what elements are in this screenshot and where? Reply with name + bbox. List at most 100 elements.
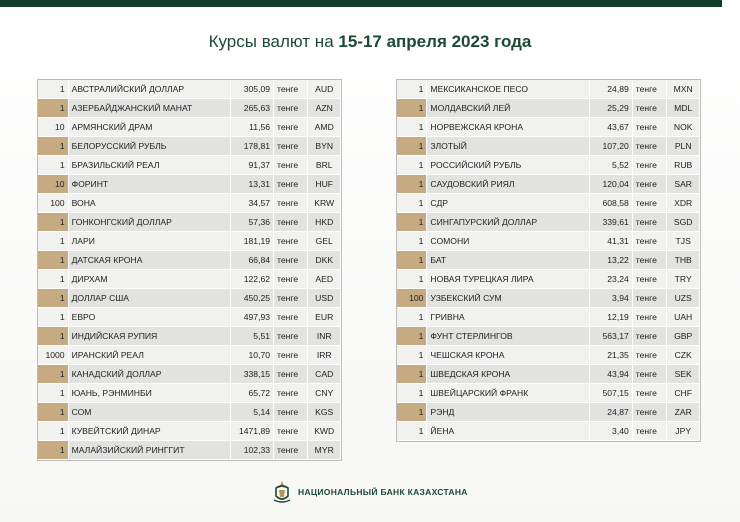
amount-cell: 1 bbox=[38, 136, 69, 156]
table-row: 1 САУДОВСКИЙ РИЯЛ 120,04 тенге SAR bbox=[397, 174, 700, 194]
table-row: 1 ГРИВНА 12,19 тенге UAH bbox=[397, 307, 700, 327]
rate-cell: 181,19 bbox=[230, 231, 275, 251]
rate-cell: 91,37 bbox=[230, 155, 275, 175]
currency-name-cell: ЗЛОТЫЙ bbox=[426, 136, 591, 156]
currency-name-cell: ИРАНСКИЙ РЕАЛ bbox=[68, 345, 232, 365]
amount-cell: 1 bbox=[38, 98, 69, 118]
table-row: 1 ДОЛЛАР США 450,25 тенге USD bbox=[38, 288, 341, 308]
amount-cell: 1 bbox=[38, 402, 69, 422]
unit-cell: тенге bbox=[273, 269, 309, 289]
table-row: 1 БЕЛОРУССКИЙ РУБЛЬ 178,81 тенге BYN bbox=[38, 136, 341, 156]
rate-cell: 339,61 bbox=[589, 212, 633, 232]
rates-table: 1 АВСТРАЛИЙСКИЙ ДОЛЛАР 305,09 тенге AUD 1 АЗЕР… bbox=[37, 79, 342, 461]
code-cell: AMD bbox=[307, 117, 341, 137]
unit-cell: тенге bbox=[273, 193, 309, 213]
code-cell: IRR bbox=[307, 345, 341, 365]
table-row: 1 РОССИЙСКИЙ РУБЛЬ 5,52 тенге RUB bbox=[397, 155, 700, 175]
currency-name-cell: ГОНКОНГСКИЙ ДОЛЛАР bbox=[68, 212, 232, 232]
rate-cell: 178,81 bbox=[230, 136, 275, 156]
unit-cell: тенге bbox=[632, 250, 668, 270]
rate-cell: 23,24 bbox=[589, 269, 633, 289]
unit-cell: тенге bbox=[273, 231, 309, 251]
amount-cell: 1 bbox=[397, 269, 428, 289]
rate-cell: 497,93 bbox=[230, 307, 275, 327]
title-prefix: Курсы валют на bbox=[208, 32, 339, 51]
currency-name-cell: СИНГАПУРСКИЙ ДОЛЛАР bbox=[426, 212, 591, 232]
currency-name-cell: ГРИВНА bbox=[426, 307, 591, 327]
code-cell: ZAR bbox=[666, 402, 700, 422]
unit-cell: тенге bbox=[632, 402, 668, 422]
currency-name-cell: ЮАНЬ, РЭНМИНБИ bbox=[68, 383, 232, 403]
table-row: 1 ФУНТ СТЕРЛИНГОВ 563,17 тенге GBP bbox=[397, 326, 700, 346]
currency-name-cell: ВОНА bbox=[68, 193, 232, 213]
amount-cell: 1 bbox=[38, 80, 69, 99]
amount-cell: 1 bbox=[397, 117, 428, 137]
amount-cell: 1 bbox=[38, 421, 69, 441]
amount-cell: 1 bbox=[397, 345, 428, 365]
bank-logo bbox=[273, 481, 291, 503]
code-cell: CHF bbox=[666, 383, 700, 403]
currency-name-cell: ЙЕНА bbox=[426, 421, 591, 441]
unit-cell: тенге bbox=[273, 421, 309, 441]
code-cell: AED bbox=[307, 269, 341, 289]
table-row: 1 РЭНД 24,87 тенге ZAR bbox=[397, 402, 700, 422]
unit-cell: тенге bbox=[273, 345, 309, 365]
amount-cell: 1 bbox=[38, 440, 69, 460]
rate-cell: 13,31 bbox=[230, 174, 275, 194]
amount-cell: 100 bbox=[397, 288, 428, 308]
code-cell: CZK bbox=[666, 345, 700, 365]
currency-name-cell: ФУНТ СТЕРЛИНГОВ bbox=[426, 326, 591, 346]
rate-cell: 3,94 bbox=[589, 288, 633, 308]
currency-name-cell: НОВАЯ ТУРЕЦКАЯ ЛИРА bbox=[426, 269, 591, 289]
code-cell: INR bbox=[307, 326, 341, 346]
unit-cell: тенге bbox=[632, 212, 668, 232]
rate-cell: 24,87 bbox=[589, 402, 633, 422]
unit-cell: тенге bbox=[632, 383, 668, 403]
table-row: 1 СИНГАПУРСКИЙ ДОЛЛАР 339,61 тенге SGD bbox=[397, 212, 700, 232]
amount-cell: 1 bbox=[397, 383, 428, 403]
rate-cell: 25,29 bbox=[589, 98, 633, 118]
code-cell: THB bbox=[666, 250, 700, 270]
table-row: 1000 ИРАНСКИЙ РЕАЛ 10,70 тенге IRR bbox=[38, 345, 341, 365]
code-cell: JPY bbox=[666, 421, 700, 441]
amount-cell: 1 bbox=[38, 231, 69, 251]
rate-cell: 65,72 bbox=[230, 383, 275, 403]
rate-cell: 12,19 bbox=[589, 307, 633, 327]
unit-cell: тенге bbox=[632, 193, 668, 213]
amount-cell: 1 bbox=[397, 307, 428, 327]
amount-cell: 1 bbox=[397, 250, 428, 270]
code-cell: HKD bbox=[307, 212, 341, 232]
code-cell: DKK bbox=[307, 250, 341, 270]
code-cell: USD bbox=[307, 288, 341, 308]
code-cell: TJS bbox=[666, 231, 700, 251]
unit-cell: тенге bbox=[632, 231, 668, 251]
table-row: 1 ИНДИЙСКАЯ РУПИЯ 5,51 тенге INR bbox=[38, 326, 341, 346]
table-row: 1 ШВЕЙЦАРСКИЙ ФРАНК 507,15 тенге CHF bbox=[397, 383, 700, 403]
unit-cell: тенге bbox=[273, 364, 309, 384]
unit-cell: тенге bbox=[632, 174, 668, 194]
unit-cell: тенге bbox=[632, 364, 668, 384]
unit-cell: тенге bbox=[632, 326, 668, 346]
rate-cell: 1471,89 bbox=[230, 421, 275, 441]
currency-name-cell: САУДОВСКИЙ РИЯЛ bbox=[426, 174, 591, 194]
code-cell: SAR bbox=[666, 174, 700, 194]
amount-cell: 1 bbox=[397, 212, 428, 232]
unit-cell: тенге bbox=[632, 98, 668, 118]
code-cell: MXN bbox=[666, 80, 700, 99]
code-cell: EUR bbox=[307, 307, 341, 327]
amount-cell: 1 bbox=[397, 402, 428, 422]
currency-name-cell: УЗБЕКСКИЙ СУМ bbox=[426, 288, 591, 308]
table-row: 1 АВСТРАЛИЙСКИЙ ДОЛЛАР 305,09 тенге AUD bbox=[38, 80, 341, 99]
unit-cell: тенге bbox=[632, 155, 668, 175]
code-cell: CAD bbox=[307, 364, 341, 384]
table-row: 10 ФОРИНТ 13,31 тенге HUF bbox=[38, 174, 341, 194]
table-row: 1 БАТ 13,22 тенге THB bbox=[397, 250, 700, 270]
table-row: 1 БРАЗИЛЬСКИЙ РЕАЛ 91,37 тенге BRL bbox=[38, 155, 341, 175]
unit-cell: тенге bbox=[632, 117, 668, 137]
table-row: 10 АРМЯНСКИЙ ДРАМ 11,56 тенге AMD bbox=[38, 117, 341, 137]
rate-cell: 5,51 bbox=[230, 326, 275, 346]
table-row: 1 КАНАДСКИЙ ДОЛЛАР 338,15 тенге CAD bbox=[38, 364, 341, 384]
code-cell: XDR bbox=[666, 193, 700, 213]
unit-cell: тенге bbox=[273, 136, 309, 156]
amount-cell: 1 bbox=[397, 231, 428, 251]
